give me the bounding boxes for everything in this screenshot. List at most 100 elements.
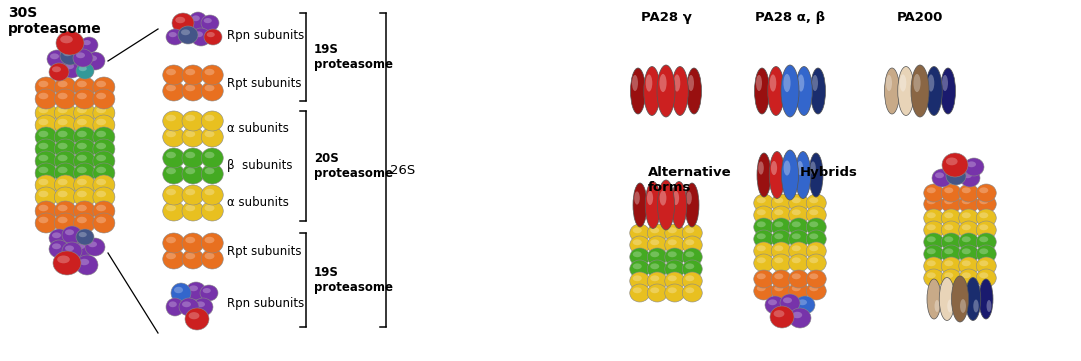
Ellipse shape [204,237,214,243]
Ellipse shape [967,161,976,167]
Ellipse shape [76,243,85,249]
Ellipse shape [645,182,660,229]
Ellipse shape [46,50,67,68]
Ellipse shape [926,225,936,230]
Ellipse shape [897,66,915,116]
Ellipse shape [35,151,57,171]
Ellipse shape [57,81,68,87]
Ellipse shape [682,272,703,290]
Ellipse shape [65,229,74,235]
Ellipse shape [630,284,650,302]
Ellipse shape [57,131,68,137]
Ellipse shape [942,75,948,91]
Ellipse shape [181,29,190,35]
Ellipse shape [182,127,204,147]
Ellipse shape [182,185,204,205]
Ellipse shape [163,127,185,147]
Ellipse shape [771,206,791,224]
Ellipse shape [976,184,997,202]
Ellipse shape [80,37,98,53]
Ellipse shape [185,115,196,121]
Ellipse shape [668,227,677,233]
Ellipse shape [193,31,203,37]
Ellipse shape [166,152,176,158]
Ellipse shape [935,300,939,312]
Ellipse shape [93,77,115,97]
Ellipse shape [166,131,176,137]
Ellipse shape [191,28,211,46]
Text: 20S
proteasome: 20S proteasome [313,152,393,180]
Ellipse shape [976,269,997,287]
Ellipse shape [976,233,997,251]
Ellipse shape [35,127,57,147]
Ellipse shape [77,191,86,197]
Ellipse shape [49,240,69,258]
Ellipse shape [753,270,774,288]
Ellipse shape [959,257,978,275]
Ellipse shape [201,249,224,269]
Ellipse shape [166,85,176,91]
Ellipse shape [85,52,105,70]
Ellipse shape [57,205,68,211]
Ellipse shape [944,260,953,266]
Ellipse shape [204,29,222,45]
Ellipse shape [54,139,77,159]
Ellipse shape [770,152,785,199]
Ellipse shape [201,233,224,253]
Ellipse shape [93,163,115,183]
Ellipse shape [206,32,215,37]
Ellipse shape [166,237,176,243]
Ellipse shape [959,269,978,287]
Text: Alternative
forms: Alternative forms [648,166,732,194]
Ellipse shape [884,68,899,114]
Ellipse shape [789,270,809,288]
Ellipse shape [757,257,765,263]
Ellipse shape [810,221,818,227]
Ellipse shape [61,35,72,43]
Ellipse shape [93,103,115,123]
Ellipse shape [35,213,57,233]
Ellipse shape [193,298,213,316]
Ellipse shape [792,312,802,318]
Ellipse shape [54,103,77,123]
Text: PA28 γ: PA28 γ [641,11,692,24]
Ellipse shape [987,300,991,312]
Ellipse shape [673,74,680,92]
Ellipse shape [774,221,784,227]
Ellipse shape [757,221,765,227]
Ellipse shape [54,201,77,221]
Ellipse shape [163,65,185,85]
Ellipse shape [686,191,692,205]
Ellipse shape [753,230,774,248]
Ellipse shape [76,52,85,58]
Ellipse shape [74,213,95,233]
Ellipse shape [186,282,206,300]
Ellipse shape [810,233,818,239]
Ellipse shape [976,257,997,275]
Ellipse shape [179,298,199,316]
Ellipse shape [185,85,196,91]
Ellipse shape [163,164,185,184]
Ellipse shape [797,161,803,175]
Text: Rpn subunits: Rpn subunits [227,296,304,309]
Ellipse shape [35,201,57,221]
Ellipse shape [806,218,826,236]
Ellipse shape [182,164,204,184]
Ellipse shape [93,89,115,109]
Ellipse shape [911,65,929,117]
Ellipse shape [668,264,677,269]
Ellipse shape [35,89,57,109]
Ellipse shape [57,155,68,161]
Ellipse shape [39,143,49,149]
Ellipse shape [204,85,214,91]
Ellipse shape [65,245,74,251]
Ellipse shape [798,74,804,92]
Ellipse shape [685,251,694,257]
Ellipse shape [806,206,826,224]
Ellipse shape [770,306,795,328]
Ellipse shape [976,221,997,239]
Ellipse shape [57,191,68,197]
Ellipse shape [784,74,790,92]
Ellipse shape [796,66,812,116]
Ellipse shape [96,191,106,197]
